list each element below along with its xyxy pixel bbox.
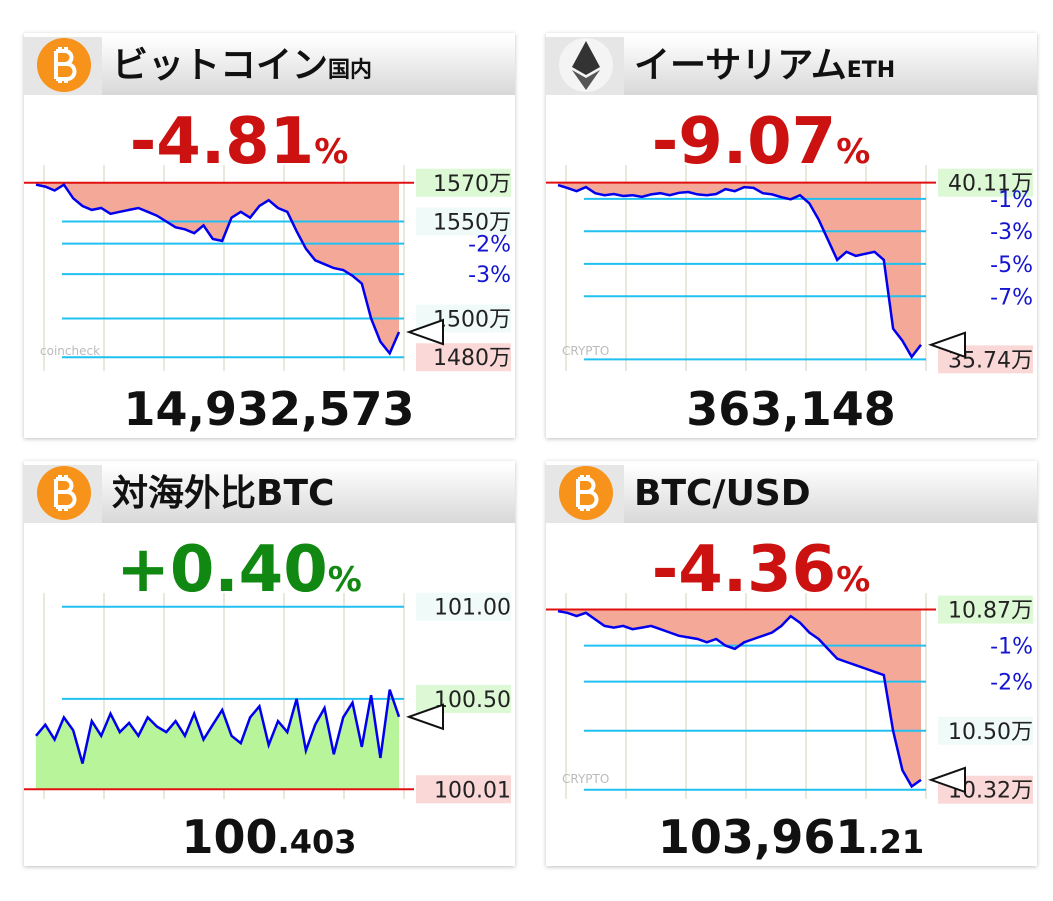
tick-label: 1480万 bbox=[433, 346, 511, 371]
change-value: -9.07 bbox=[652, 105, 836, 179]
tick-label: 1500万 bbox=[433, 307, 511, 332]
tick-label-bg bbox=[938, 595, 1033, 624]
price-line bbox=[35, 689, 401, 764]
change-unit: % bbox=[836, 560, 870, 600]
header-bar bbox=[546, 465, 1037, 523]
tick-label: 100.01 bbox=[434, 778, 511, 803]
tick-label-bg bbox=[416, 775, 511, 804]
change-unit: % bbox=[836, 132, 870, 172]
tick-label-bg bbox=[416, 168, 511, 197]
change-value: +0.40 bbox=[116, 533, 328, 607]
watermark: CRYPTO bbox=[562, 344, 609, 358]
panel-title: 対海外比BTC bbox=[112, 473, 334, 514]
price-line bbox=[557, 609, 922, 789]
tick-label: 40.11万 bbox=[948, 172, 1033, 197]
btc-glyph bbox=[54, 47, 77, 83]
change-area bbox=[36, 182, 399, 354]
price: 103,961.21 bbox=[658, 810, 924, 864]
current-marker bbox=[927, 766, 966, 794]
change-unit: % bbox=[314, 132, 348, 172]
tick-label: 10.87万 bbox=[948, 599, 1033, 624]
tick-label: -1% bbox=[990, 188, 1033, 213]
price-line bbox=[35, 183, 401, 356]
price-decimal: .21 bbox=[867, 823, 924, 861]
watermark: coincheck bbox=[40, 344, 100, 358]
tick-label: -2% bbox=[468, 233, 511, 258]
panel: 対海外比BTC +0.40% 101.00 100.50 100.01 100.403 bbox=[24, 461, 515, 866]
tick-label: 10.50万 bbox=[948, 720, 1033, 745]
panel: ビットコイン国内 -4.81% coincheck 1570万 1550万-2% -3% 1… bbox=[24, 33, 515, 438]
tick-label-bg bbox=[938, 716, 1033, 745]
tick-label: 1570万 bbox=[433, 172, 511, 197]
change-area bbox=[36, 689, 399, 790]
header-bar bbox=[24, 465, 515, 523]
btc-glyph bbox=[54, 475, 77, 511]
tick-label: -7% bbox=[990, 285, 1033, 310]
tick-label: -3% bbox=[990, 220, 1033, 245]
current-marker bbox=[405, 318, 444, 346]
watermark: CRYPTO bbox=[562, 772, 609, 786]
price-decimal: .403 bbox=[278, 823, 357, 861]
tick-label: 1550万 bbox=[433, 211, 511, 236]
header-bar bbox=[546, 37, 1037, 95]
title-text: イーサリアム bbox=[634, 45, 847, 86]
panel: BTC/USD-4.36%CRYPTO10.87万-1%-2%10.50万10.… bbox=[546, 461, 1037, 866]
tick-label: -5% bbox=[990, 253, 1033, 278]
tick-label: -3% bbox=[468, 263, 511, 288]
title-text: 対海外比BTC bbox=[112, 473, 334, 514]
header-bar bbox=[24, 37, 515, 95]
panel: イーサリアムETH -9.07% CRYPTO 40.11万-1% -3% -5% -7% 3… bbox=[546, 33, 1037, 438]
change-value: -4.81 bbox=[130, 105, 314, 179]
eth-glyph-bot bbox=[572, 70, 600, 90]
current-marker bbox=[405, 703, 444, 731]
change-value: -4.36 bbox=[652, 533, 836, 607]
price: 14,932,573 bbox=[123, 382, 414, 436]
tick-label-bg bbox=[416, 343, 511, 372]
price-int: 14,932,573 bbox=[123, 382, 414, 436]
tick-label-bg bbox=[938, 168, 1033, 197]
panel-title: BTC/USD bbox=[634, 473, 811, 514]
price: 363,148 bbox=[686, 382, 896, 436]
tick-label-bg bbox=[416, 207, 511, 236]
current-marker bbox=[927, 331, 966, 359]
change: +0.40% bbox=[116, 533, 362, 607]
title-text: BTC/USD bbox=[634, 473, 811, 514]
btc-glyph bbox=[576, 475, 599, 511]
panel-title: ビットコイン国内 bbox=[112, 45, 372, 86]
price-int: 103,961 bbox=[658, 810, 868, 864]
tick-label-bg bbox=[416, 592, 511, 621]
tick-label: -2% bbox=[990, 671, 1033, 696]
title-suffix: ETH bbox=[847, 58, 895, 83]
title-text: ビットコイン bbox=[112, 45, 328, 86]
tick-label: -1% bbox=[990, 635, 1033, 660]
eth-glyph-top bbox=[572, 41, 600, 75]
price-int: 363,148 bbox=[686, 382, 896, 436]
tick-label: 100.50 bbox=[434, 688, 511, 713]
price: 100.403 bbox=[182, 810, 357, 864]
title-suffix: 国内 bbox=[328, 58, 372, 83]
tick-label: 101.00 bbox=[434, 596, 511, 621]
price-int: 100 bbox=[182, 810, 278, 864]
change-area bbox=[558, 182, 921, 357]
panel-title: イーサリアムETH bbox=[634, 45, 895, 86]
price-line bbox=[557, 183, 922, 360]
